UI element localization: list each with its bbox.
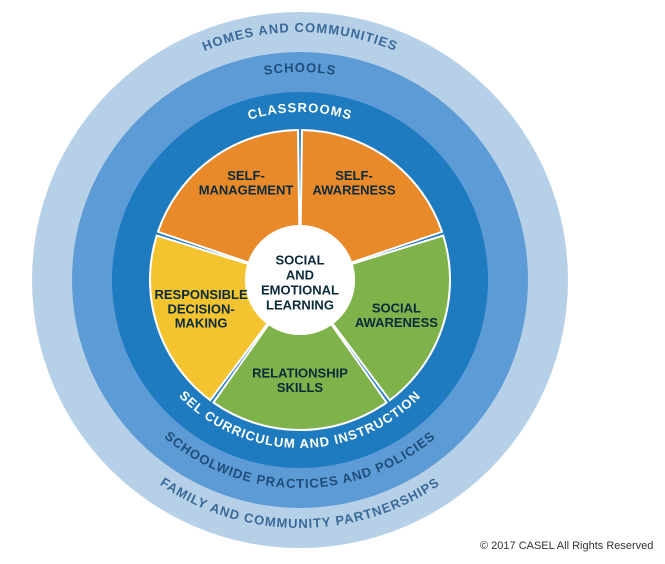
casel-sel-wheel: SELF-AWARENESSSELF-MANAGEMENTRESPONSIBLE… — [0, 0, 665, 564]
copyright-text: © 2017 CASEL All Rights Reserved — [480, 540, 653, 552]
diagram-svg: SELF-AWARENESSSELF-MANAGEMENTRESPONSIBLE… — [0, 0, 665, 564]
